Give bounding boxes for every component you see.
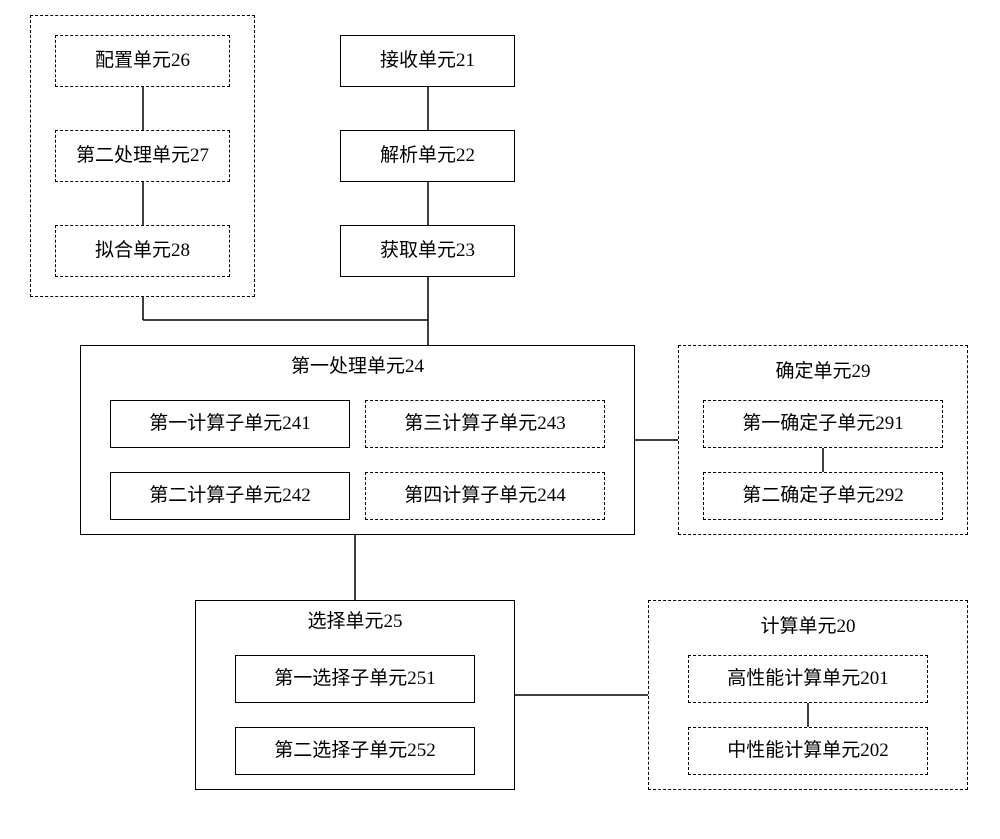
label: 第一确定子单元291 [742, 413, 904, 436]
label: 接收单元21 [380, 50, 475, 73]
label: 第一处理单元24 [291, 356, 424, 377]
label: 第三计算子单元243 [404, 413, 566, 436]
node-fitting-unit-28: 拟合单元28 [55, 225, 230, 277]
label: 拟合单元28 [95, 240, 190, 263]
node-high-perf-compute-unit-201: 高性能计算单元201 [688, 655, 928, 703]
node-receive-unit-21: 接收单元21 [340, 35, 515, 87]
node-first-selection-subunit-251: 第一选择子单元251 [235, 655, 475, 703]
label: 第二计算子单元242 [149, 485, 311, 508]
diagram-canvas: 配置单元26 第二处理单元27 拟合单元28 接收单元21 解析单元22 获取单… [0, 0, 1000, 839]
node-parse-unit-22: 解析单元22 [340, 130, 515, 182]
node-second-calc-subunit-242: 第二计算子单元242 [110, 472, 350, 520]
label: 计算单元20 [760, 616, 855, 637]
node-second-processing-unit-27: 第二处理单元27 [55, 130, 230, 182]
node-acquire-unit-23: 获取单元23 [340, 225, 515, 277]
node-mid-perf-compute-unit-202: 中性能计算单元202 [688, 727, 928, 775]
node-second-determine-subunit-292: 第二确定子单元292 [703, 472, 943, 520]
label: 第二确定子单元292 [742, 485, 904, 508]
node-first-calc-subunit-241: 第一计算子单元241 [110, 400, 350, 448]
label: 第二选择子单元252 [274, 740, 436, 763]
node-first-determine-subunit-291: 第一确定子单元291 [703, 400, 943, 448]
label: 第一选择子单元251 [274, 668, 436, 691]
node-config-unit-26: 配置单元26 [55, 35, 230, 87]
label: 第四计算子单元244 [404, 485, 566, 508]
label: 中性能计算单元202 [727, 740, 889, 763]
label: 高性能计算单元201 [727, 668, 889, 691]
label: 解析单元22 [380, 145, 475, 168]
label: 选择单元25 [307, 611, 402, 632]
label: 配置单元26 [95, 50, 190, 73]
label: 第一计算子单元241 [149, 413, 311, 436]
node-second-selection-subunit-252: 第二选择子单元252 [235, 727, 475, 775]
label: 获取单元23 [380, 240, 475, 263]
node-fourth-calc-subunit-244: 第四计算子单元244 [365, 472, 605, 520]
label: 确定单元29 [775, 361, 870, 382]
node-third-calc-subunit-243: 第三计算子单元243 [365, 400, 605, 448]
label: 第二处理单元27 [76, 145, 209, 168]
